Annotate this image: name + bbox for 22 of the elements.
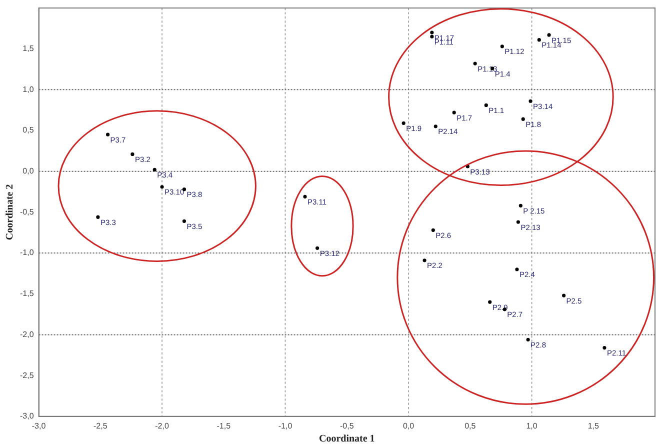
y-tick-label: -1,0 (20, 248, 34, 258)
x-tick-label: -2,0 (155, 421, 170, 430)
x-tick-label: -3,0 (32, 421, 46, 430)
x-tick-label: 0,5 (464, 421, 476, 430)
x-tick-label: 1,0 (526, 421, 538, 430)
y-tick-label: 0,5 (22, 126, 34, 135)
x-tick-label: 0,0 (402, 421, 415, 430)
x-tick-label: -2,5 (94, 421, 108, 430)
x-tick-label: 1,5 (588, 421, 600, 430)
y-tick-label: -3,0 (20, 412, 34, 421)
y-tick-label: -0,5 (20, 207, 34, 216)
y-tick-label: 1,5 (22, 44, 34, 54)
y-tick-label: -1,5 (20, 289, 34, 298)
y-tick-label: -2,0 (20, 330, 34, 339)
x-tick-label: -1,5 (216, 421, 232, 430)
x-tick-label: -0,5 (340, 421, 354, 430)
y-tick-label: -2,5 (20, 370, 34, 380)
y-tick-label: 0,0 (22, 166, 34, 176)
y-axis-title: Coordinate 2 (4, 184, 16, 240)
y-tick-label: 1,0 (22, 84, 34, 94)
x-axis-title: Coordinate 1 (318, 434, 375, 445)
x-tick-label: -1,0 (278, 421, 293, 430)
